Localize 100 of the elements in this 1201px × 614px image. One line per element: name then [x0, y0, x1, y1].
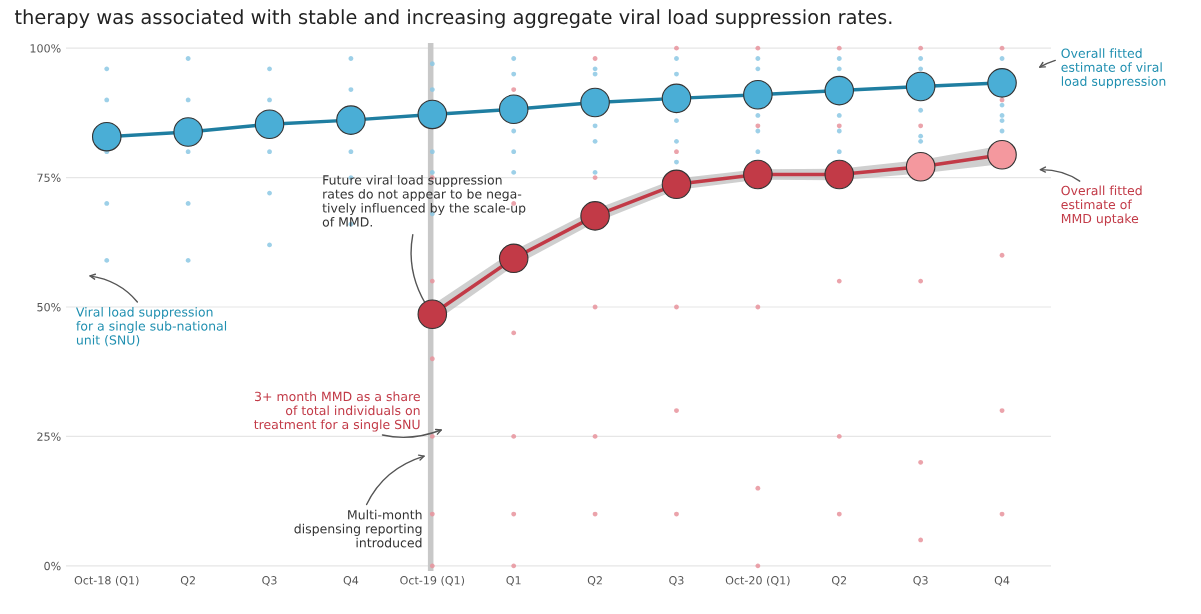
point: [987, 140, 1017, 170]
point: [592, 170, 598, 175]
annotation: Future viral load suppression rates do not appear to be nega- tively influenced by the scale-up of MMD.: [322, 174, 526, 227]
point: [429, 278, 435, 284]
x-tick-label: Q2: [180, 576, 195, 586]
point: [185, 56, 191, 61]
point: [511, 434, 517, 439]
point: [836, 278, 842, 284]
point: [511, 56, 517, 61]
point: [674, 408, 679, 413]
point: [185, 201, 191, 206]
point: [674, 118, 679, 124]
point: [755, 123, 761, 129]
ref-line-label: Multi-month dispensing reporting introduced: [294, 509, 422, 548]
point: [417, 99, 448, 130]
x-tick-label: Q3: [913, 576, 928, 586]
point: [987, 68, 1017, 98]
x-tick-label: Q3: [262, 576, 277, 586]
point: [755, 485, 761, 491]
point: [592, 123, 598, 129]
point: [104, 97, 110, 103]
x-tick-label: Q3: [669, 576, 684, 586]
point: [905, 151, 936, 182]
point: [918, 459, 924, 465]
text: Overall fitted estimate of viral load suppression: [1061, 48, 1166, 89]
x-tick-label: Q2: [587, 576, 602, 586]
point: [254, 109, 285, 140]
point: [836, 66, 842, 72]
point: [836, 511, 842, 517]
point: [185, 149, 191, 155]
point: [836, 123, 842, 129]
point: [185, 258, 191, 263]
point: [580, 201, 610, 231]
point: [104, 201, 110, 206]
x-tick-label: Q4: [343, 576, 359, 586]
point: [918, 138, 924, 144]
point: [511, 71, 517, 77]
point: [511, 128, 517, 134]
point: [905, 71, 936, 102]
point: [417, 299, 448, 330]
y-tick-label: 75%: [37, 173, 61, 182]
text: Overall fitted estimate of MMD uptake: [1061, 185, 1142, 226]
point: [104, 258, 110, 263]
point: [918, 45, 924, 51]
point: [674, 45, 679, 51]
point: [498, 94, 529, 125]
y-tick-label: 25%: [37, 432, 61, 441]
point: [429, 563, 435, 569]
y-tick-label: 50%: [37, 302, 61, 312]
point: [743, 159, 773, 190]
point: [511, 563, 517, 569]
point: [918, 66, 924, 72]
point: [918, 537, 924, 543]
x-tick-label: Oct-19 (Q1): [400, 575, 465, 586]
point: [661, 83, 692, 114]
x-tick-label: Q4: [994, 576, 1010, 586]
point: [104, 66, 110, 72]
point: [999, 252, 1005, 258]
point: [91, 121, 122, 152]
point: [836, 56, 842, 61]
point: [755, 149, 761, 155]
point: [836, 434, 842, 439]
point: [918, 133, 924, 139]
point: [918, 107, 924, 113]
point: [743, 79, 773, 110]
point: [429, 61, 435, 67]
point: [511, 149, 517, 155]
point: [836, 128, 842, 134]
y-tick-label: 100%: [30, 44, 61, 53]
point: [511, 170, 517, 175]
point: [674, 138, 679, 144]
point: [918, 123, 924, 129]
point: [836, 45, 842, 51]
point: [918, 278, 924, 284]
point: [824, 75, 855, 106]
point: [173, 117, 203, 147]
point: [267, 149, 272, 155]
x-tick-label: Oct-20 (Q1): [725, 575, 790, 586]
point: [429, 87, 435, 92]
point: [498, 243, 529, 274]
x-tick-label: Q1: [506, 576, 521, 586]
point: [267, 66, 272, 72]
y-tick-label: 0%: [44, 561, 61, 571]
point: [836, 113, 842, 118]
annotation: 3+ month MMD as a share of total individuals on treatment for a single SNU: [254, 391, 420, 432]
point: [348, 149, 354, 155]
point: [429, 149, 435, 155]
point: [511, 87, 517, 92]
point: [918, 56, 924, 61]
point: [267, 242, 272, 248]
point: [429, 434, 435, 439]
point: [674, 149, 679, 155]
point: [674, 56, 679, 61]
point: [661, 169, 692, 200]
x-tick-label: Q2: [831, 576, 847, 586]
point: [511, 330, 517, 336]
point: [429, 356, 435, 362]
point: [755, 113, 761, 118]
point: [511, 511, 517, 517]
point: [824, 159, 855, 190]
